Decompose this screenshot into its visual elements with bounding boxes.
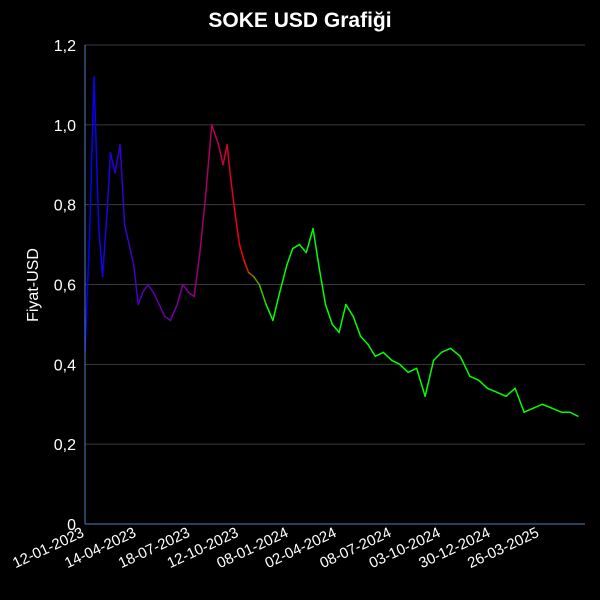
line-segment <box>230 179 236 214</box>
line-segment <box>390 359 401 366</box>
line-segment <box>137 291 144 306</box>
line-segment <box>247 271 255 278</box>
line-segment <box>440 347 452 354</box>
gridlines <box>85 44 585 445</box>
line-segment <box>106 152 112 214</box>
line-segment <box>469 375 480 382</box>
line-segment <box>359 335 369 346</box>
line-segment <box>278 263 288 294</box>
line-segment <box>286 247 294 266</box>
line-segment <box>152 291 160 306</box>
line-segment <box>398 363 409 374</box>
line-segment <box>199 195 207 254</box>
line-segment <box>109 152 116 174</box>
line-segment <box>318 267 327 306</box>
line-segment <box>569 411 579 417</box>
line-segment <box>505 387 516 398</box>
line-segment <box>407 367 418 374</box>
line-segment <box>478 379 489 390</box>
price-line <box>84 76 579 417</box>
line-segment <box>514 387 525 413</box>
chart-title: SOKE USD Grafiği <box>208 9 391 32</box>
line-segment <box>217 144 224 166</box>
line-segment <box>382 351 393 362</box>
y-tick-label: 0 <box>67 517 76 534</box>
line-segment <box>486 387 498 394</box>
line-segment <box>432 351 443 362</box>
line-segment <box>114 144 121 174</box>
line-segment <box>97 223 104 278</box>
line-segment <box>338 303 347 334</box>
line-segment <box>449 347 461 358</box>
line-segment <box>424 359 435 398</box>
y-tick-label: 0,6 <box>54 278 76 295</box>
line-segment <box>204 124 213 198</box>
axes <box>84 45 585 525</box>
line-segment <box>84 235 91 354</box>
line-segment <box>541 403 553 409</box>
line-segment <box>532 403 544 409</box>
line-segment <box>243 259 250 274</box>
y-tick-label: 0,4 <box>54 357 76 374</box>
line-segment <box>238 243 245 262</box>
line-segment <box>367 343 377 358</box>
line-segment <box>169 303 178 322</box>
line-segment <box>265 303 274 322</box>
line-segment <box>291 243 301 250</box>
line-segment <box>298 243 308 254</box>
line-segment <box>459 355 471 378</box>
line-segment <box>551 407 563 413</box>
line-segment <box>374 351 384 358</box>
y-axis-label: Fiyat-USD <box>25 248 42 322</box>
line-segment <box>176 283 184 306</box>
line-segment <box>312 227 321 270</box>
line-segment <box>93 76 100 226</box>
line-segment <box>331 323 340 334</box>
line-segment <box>222 144 228 166</box>
line-segment <box>123 223 130 246</box>
line-segment <box>182 283 190 294</box>
line-segment <box>164 315 172 322</box>
line-segment <box>88 76 95 238</box>
line-segment <box>345 303 354 318</box>
line-segment <box>132 263 139 306</box>
line-segment <box>141 283 149 294</box>
line-segment <box>147 283 155 294</box>
line-segment <box>226 144 232 182</box>
y-tick-label: 1,0 <box>54 118 76 135</box>
line-segment <box>252 275 261 286</box>
line-segment <box>211 124 220 146</box>
line-segment <box>128 243 135 266</box>
line-segment <box>158 303 166 318</box>
line-segment <box>523 407 534 413</box>
line-segment <box>234 211 241 246</box>
y-tick-label: 1,2 <box>54 38 76 55</box>
line-segment <box>119 144 126 226</box>
line-segment <box>272 291 281 322</box>
line-segment <box>101 211 108 278</box>
line-segment <box>305 227 314 254</box>
line-segment <box>352 315 362 338</box>
line-segment <box>258 283 267 306</box>
y-tick-label: 0,8 <box>54 198 76 215</box>
line-segment <box>187 291 195 298</box>
line-segment <box>324 303 334 326</box>
line-segment <box>415 367 426 398</box>
y-tick-label: 0,2 <box>54 437 76 454</box>
line-segment <box>193 251 201 298</box>
y-tick-labels: 0 0,2 0,4 0,6 0,8 1,0 1,2 <box>54 38 76 534</box>
line-segment <box>496 391 507 398</box>
